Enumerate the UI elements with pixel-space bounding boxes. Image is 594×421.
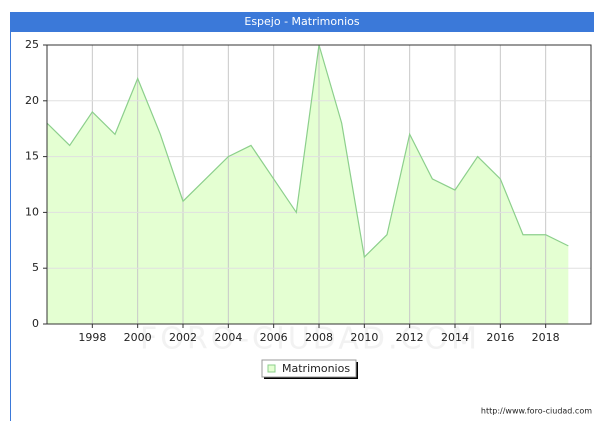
x-tick-label: 2012 xyxy=(396,331,424,344)
chart-title: Espejo - Matrimonios xyxy=(244,15,360,28)
legend-box xyxy=(261,359,357,378)
x-tick-label: 2004 xyxy=(214,331,242,344)
x-tick-label: 1998 xyxy=(78,331,106,344)
x-tick-label: 2014 xyxy=(441,331,469,344)
legend-label: Matrimonios xyxy=(282,362,350,375)
x-tick-label: 2006 xyxy=(260,331,288,344)
area-fill xyxy=(47,45,569,324)
x-tick-label: 2010 xyxy=(350,331,378,344)
source: http://www.foro-ciudad.com xyxy=(481,407,592,416)
line xyxy=(46,44,569,259)
y-tick-label: 25 xyxy=(25,38,39,51)
y-tick-label: 5 xyxy=(32,261,39,274)
watermark: FORO-CIUDAD.COM xyxy=(140,322,480,357)
x-tick-label: 2016 xyxy=(486,331,514,344)
title-bar xyxy=(10,12,594,32)
y-tick-label: 20 xyxy=(25,94,39,107)
x-tick-label: 2000 xyxy=(124,331,152,344)
y-tick-label: 0 xyxy=(32,317,39,330)
y-tick-label: 10 xyxy=(25,205,39,218)
y-tick-label: 15 xyxy=(25,150,39,163)
x-tick-label: 2008 xyxy=(305,331,333,344)
x-tick-label: 2002 xyxy=(169,331,197,344)
legend-swatch xyxy=(267,364,276,373)
x-tick-label: 2018 xyxy=(532,331,560,344)
